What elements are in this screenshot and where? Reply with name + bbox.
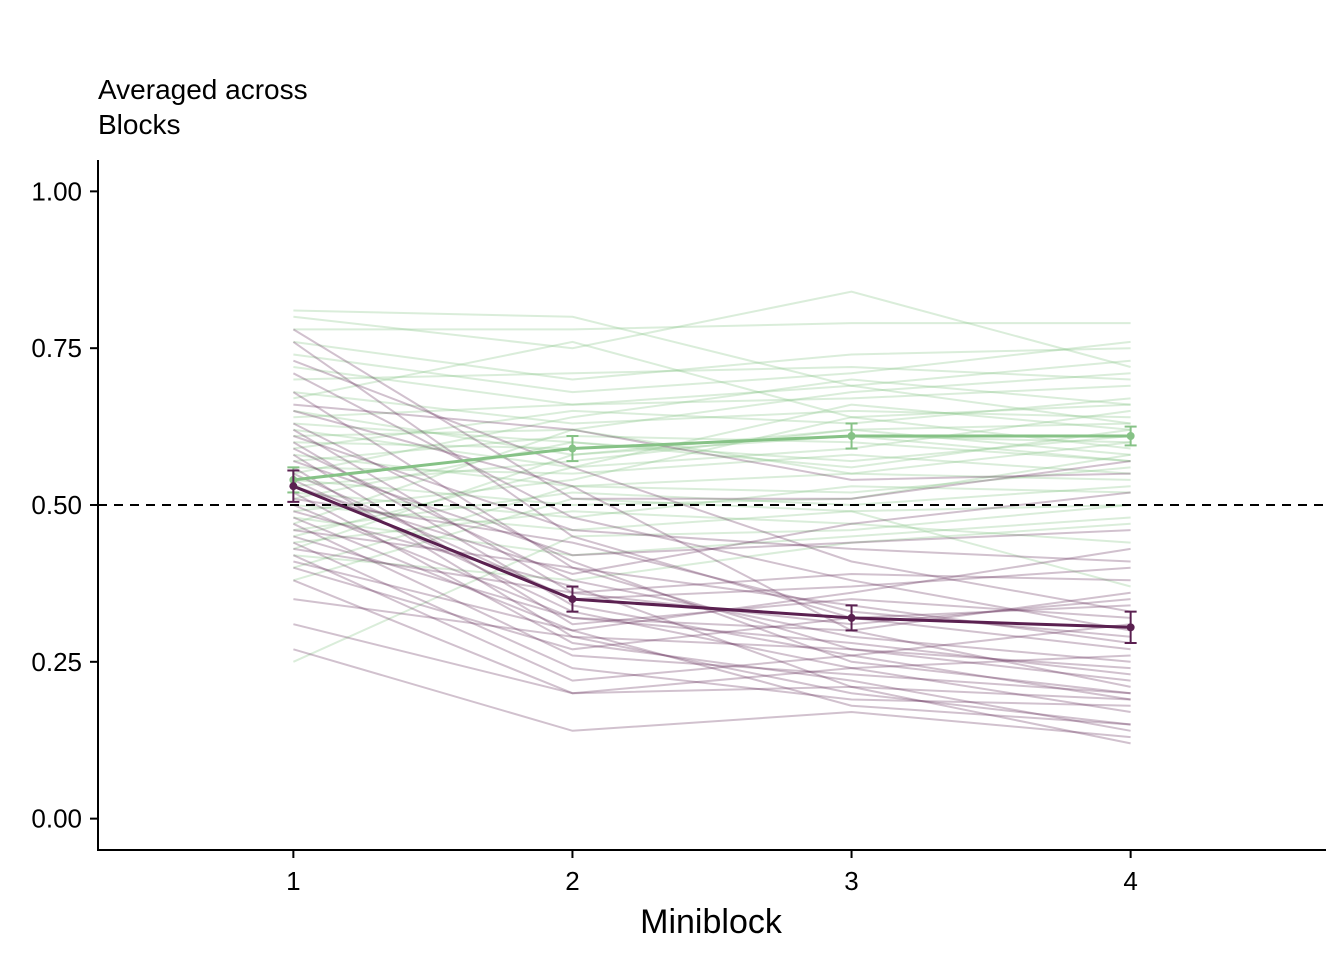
individual-line-purple-21 bbox=[293, 504, 1131, 676]
chart-title-line-1: Averaged across bbox=[98, 74, 308, 105]
individual-line-purple-22 bbox=[293, 510, 1131, 745]
individual-line-green-25 bbox=[293, 504, 1131, 532]
x-axis-title: Miniblock bbox=[640, 903, 783, 941]
mean-point-purple-2 bbox=[568, 595, 577, 604]
y-tick-label: 0.75 bbox=[31, 333, 82, 363]
mean-point-purple-3 bbox=[847, 613, 856, 622]
individual-line-purple-34 bbox=[293, 623, 1131, 701]
mean-series-group bbox=[287, 422, 1137, 644]
individual-line-green-14 bbox=[293, 428, 1131, 481]
individual-line-green-33 bbox=[293, 522, 1131, 582]
individual-line-purple-6 bbox=[293, 403, 1131, 481]
individual-line-green-8 bbox=[293, 391, 1131, 425]
mean-point-purple-4 bbox=[1126, 623, 1135, 632]
mean-line-green bbox=[293, 434, 1131, 482]
individual-line-green-28 bbox=[293, 372, 1131, 525]
individual-line-purple-20 bbox=[293, 497, 1131, 638]
mean-line-purple bbox=[292, 484, 1131, 629]
individual-line-purple-8 bbox=[292, 422, 1131, 695]
mean-point-green-3 bbox=[847, 432, 856, 440]
individual-line-green-24 bbox=[293, 435, 1131, 500]
individual-line-purple-27 bbox=[292, 541, 1131, 707]
individual-line-green-21 bbox=[293, 453, 1131, 507]
individual-line-green-16 bbox=[293, 397, 1131, 450]
individual-line-purple-35 bbox=[293, 648, 1131, 739]
individual-line-green-23 bbox=[293, 485, 1131, 519]
mean-point-green-4 bbox=[1126, 432, 1135, 440]
individual-line-green-34 bbox=[293, 441, 1131, 569]
individual-line-green-1 bbox=[293, 309, 1131, 425]
individual-line-purple-32 bbox=[293, 579, 1131, 695]
individual-line-purple-15 bbox=[292, 466, 1131, 726]
individual-line-green-18 bbox=[293, 434, 1131, 463]
individual-line-green-13 bbox=[293, 403, 1131, 469]
y-tick-label: 1.00 bbox=[31, 176, 82, 206]
individual-line-green-6 bbox=[293, 366, 1131, 406]
individual-line-green-31 bbox=[293, 510, 1131, 544]
individual-line-green-27 bbox=[293, 516, 1131, 557]
individual-line-green-30 bbox=[293, 409, 1131, 538]
individual-line-green-29 bbox=[293, 485, 1131, 532]
x-tick-label: 3 bbox=[844, 866, 858, 896]
individual-line-green-32 bbox=[293, 434, 1131, 550]
y-tick-label: 0.25 bbox=[31, 647, 82, 677]
individual-line-purple-10 bbox=[293, 435, 1131, 563]
individual-line-green-4 bbox=[293, 340, 1131, 381]
individual-line-green-5 bbox=[293, 340, 1131, 394]
individual-line-purple-11 bbox=[292, 441, 1131, 701]
individual-line-purple-4 bbox=[292, 372, 1131, 632]
individual-line-green-2 bbox=[293, 290, 1131, 368]
individual-line-purple-28 bbox=[293, 547, 1131, 594]
individual-line-purple-13 bbox=[292, 453, 1131, 626]
individual-line-purple-1 bbox=[292, 328, 1131, 500]
individual-line-green-7 bbox=[293, 365, 1131, 381]
mean-point-purple-1 bbox=[289, 482, 298, 491]
individual-line-green-26 bbox=[293, 416, 1131, 513]
individual-line-purple-16 bbox=[292, 472, 1131, 601]
individual-line-green-17 bbox=[293, 453, 1131, 494]
individual-line-green-20 bbox=[293, 378, 1131, 475]
y-tick-label: 0.50 bbox=[31, 490, 82, 520]
individual-lines-group bbox=[292, 290, 1131, 745]
x-tick-label: 2 bbox=[565, 866, 579, 896]
individual-line-green-9 bbox=[293, 340, 1131, 419]
individual-line-purple-2 bbox=[292, 341, 1131, 651]
y-ticks-group: 0.00 0.25 0.50 0.75 1.00 bbox=[31, 176, 98, 834]
individual-line-purple-23 bbox=[293, 516, 1131, 632]
x-tick-label: 4 bbox=[1123, 866, 1137, 896]
individual-line-green-3 bbox=[293, 322, 1131, 331]
individual-line-green-12 bbox=[293, 422, 1131, 469]
x-tick-label: 1 bbox=[286, 866, 300, 896]
individual-line-purple-26 bbox=[293, 535, 1131, 632]
individual-line-purple-7 bbox=[293, 409, 1131, 688]
individual-line-green-22 bbox=[293, 422, 1131, 488]
chart-title-line-2: Blocks bbox=[98, 109, 180, 140]
individual-line-purple-3 bbox=[293, 359, 1131, 613]
individual-line-purple-18 bbox=[293, 485, 1131, 576]
individual-line-purple-31 bbox=[293, 566, 1131, 651]
individual-line-green-11 bbox=[293, 359, 1131, 419]
individual-line-green-36 bbox=[292, 504, 1131, 663]
y-tick-label: 0.00 bbox=[31, 804, 82, 834]
individual-line-purple-14 bbox=[293, 460, 1131, 557]
individual-line-purple-30 bbox=[293, 560, 1131, 726]
x-ticks-group: 1 2 3 4 bbox=[286, 850, 1138, 896]
individual-line-purple-5 bbox=[292, 391, 1131, 644]
individual-line-purple-29 bbox=[292, 554, 1131, 682]
individual-line-purple-17 bbox=[292, 478, 1131, 713]
mean-point-green-2 bbox=[568, 444, 577, 453]
individual-line-green-19 bbox=[293, 453, 1131, 475]
individual-line-purple-24 bbox=[292, 522, 1131, 695]
individual-line-purple-19 bbox=[292, 491, 1131, 732]
individual-line-purple-33 bbox=[293, 598, 1131, 670]
